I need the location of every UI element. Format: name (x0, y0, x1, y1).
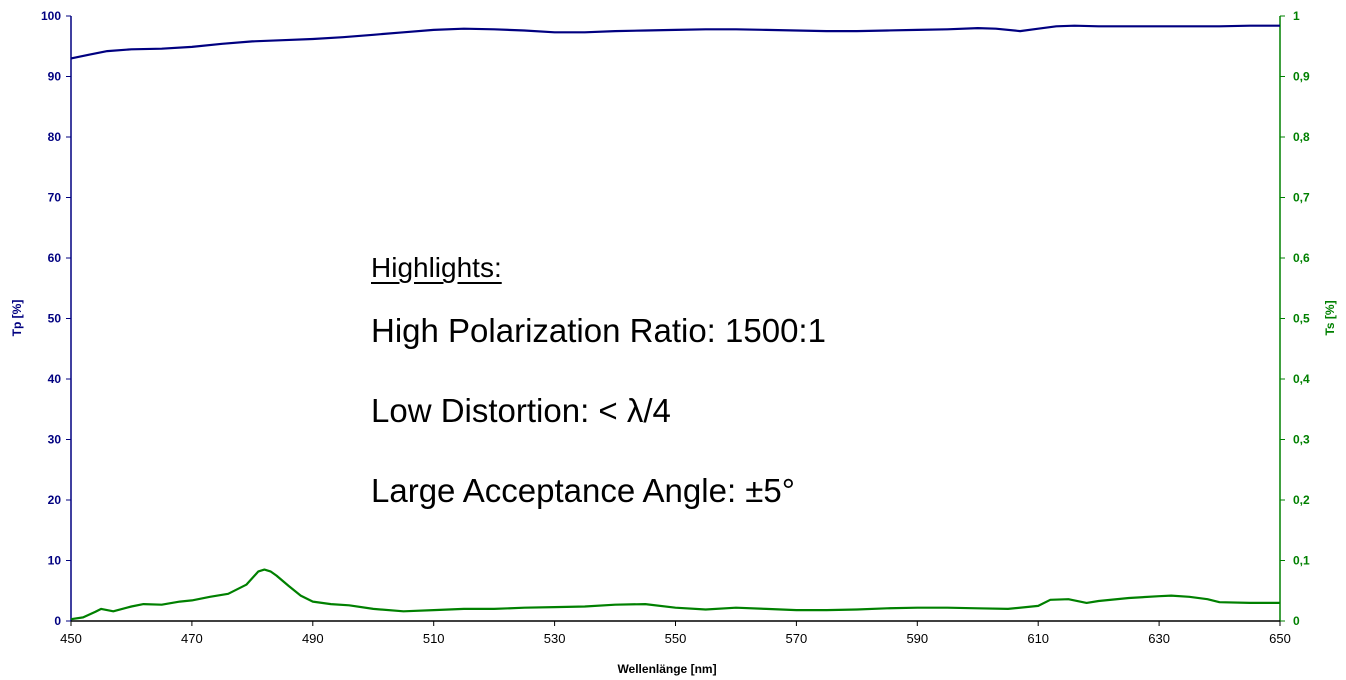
x-tick-label: 470 (181, 631, 203, 646)
x-tick-label: 590 (906, 631, 928, 646)
x-tick-label: 490 (302, 631, 324, 646)
x-tick-label: 650 (1269, 631, 1291, 646)
x-tick-label: 630 (1148, 631, 1170, 646)
y-right-tick-label: 1 (1293, 9, 1300, 23)
x-tick-label: 570 (786, 631, 808, 646)
y-right-tick-label: 0,1 (1293, 554, 1310, 568)
y-right-tick-label: 0,2 (1293, 493, 1310, 507)
y-left-tick-label: 80 (48, 130, 62, 144)
highlight-polarization-ratio: High Polarization Ratio: 1500:1 (371, 312, 826, 349)
highlights-heading: Highlights: (371, 252, 502, 283)
y-left-tick-label: 100 (41, 9, 61, 23)
y-left-tick-label: 0 (54, 614, 61, 628)
ticks-group: 0 10 20 30 40 50 60 70 80 90 100 0 0,1 0,2 0,3 0,4 0,5 0,… (41, 9, 1310, 646)
y-right-tick-label: 0,4 (1293, 372, 1310, 386)
x-tick-label: 550 (665, 631, 687, 646)
x-tick-label: 530 (544, 631, 566, 646)
y-right-tick-label: 0,9 (1293, 70, 1310, 84)
y-axis-right-title: Ts [%] (1323, 300, 1337, 335)
y-right-tick-label: 0,3 (1293, 433, 1310, 447)
y-left-tick-label: 50 (48, 312, 62, 326)
y-left-tick-label: 60 (48, 251, 62, 265)
y-left-tick-label: 10 (48, 554, 62, 568)
series-line-tp (70, 24, 1280, 60)
x-tick-label: 610 (1027, 631, 1049, 646)
y-right-tick-label: 0,6 (1293, 251, 1310, 265)
y-right-tick-label: 0,5 (1293, 312, 1310, 326)
highlight-distortion: Low Distortion: < λ/4 (371, 392, 671, 429)
y-left-tick-label: 40 (48, 372, 62, 386)
y-right-tick-label: 0 (1293, 614, 1300, 628)
series-line-ts (70, 568, 1280, 621)
y-axis-left-title: Tp [%] (10, 300, 24, 337)
series-group (70, 24, 1280, 621)
y-left-tick-label: 70 (48, 191, 62, 205)
y-left-tick-label: 30 (48, 433, 62, 447)
y-right-tick-label: 0,7 (1293, 191, 1310, 205)
x-tick-label: 450 (60, 631, 82, 646)
y-left-tick-label: 20 (48, 493, 62, 507)
highlight-acceptance-angle: Large Acceptance Angle: ±5° (371, 472, 795, 509)
x-axis-title: Wellenlänge [nm] (617, 662, 716, 676)
y-left-tick-label: 90 (48, 70, 62, 84)
x-tick-label: 510 (423, 631, 445, 646)
y-right-tick-label: 0,8 (1293, 130, 1310, 144)
